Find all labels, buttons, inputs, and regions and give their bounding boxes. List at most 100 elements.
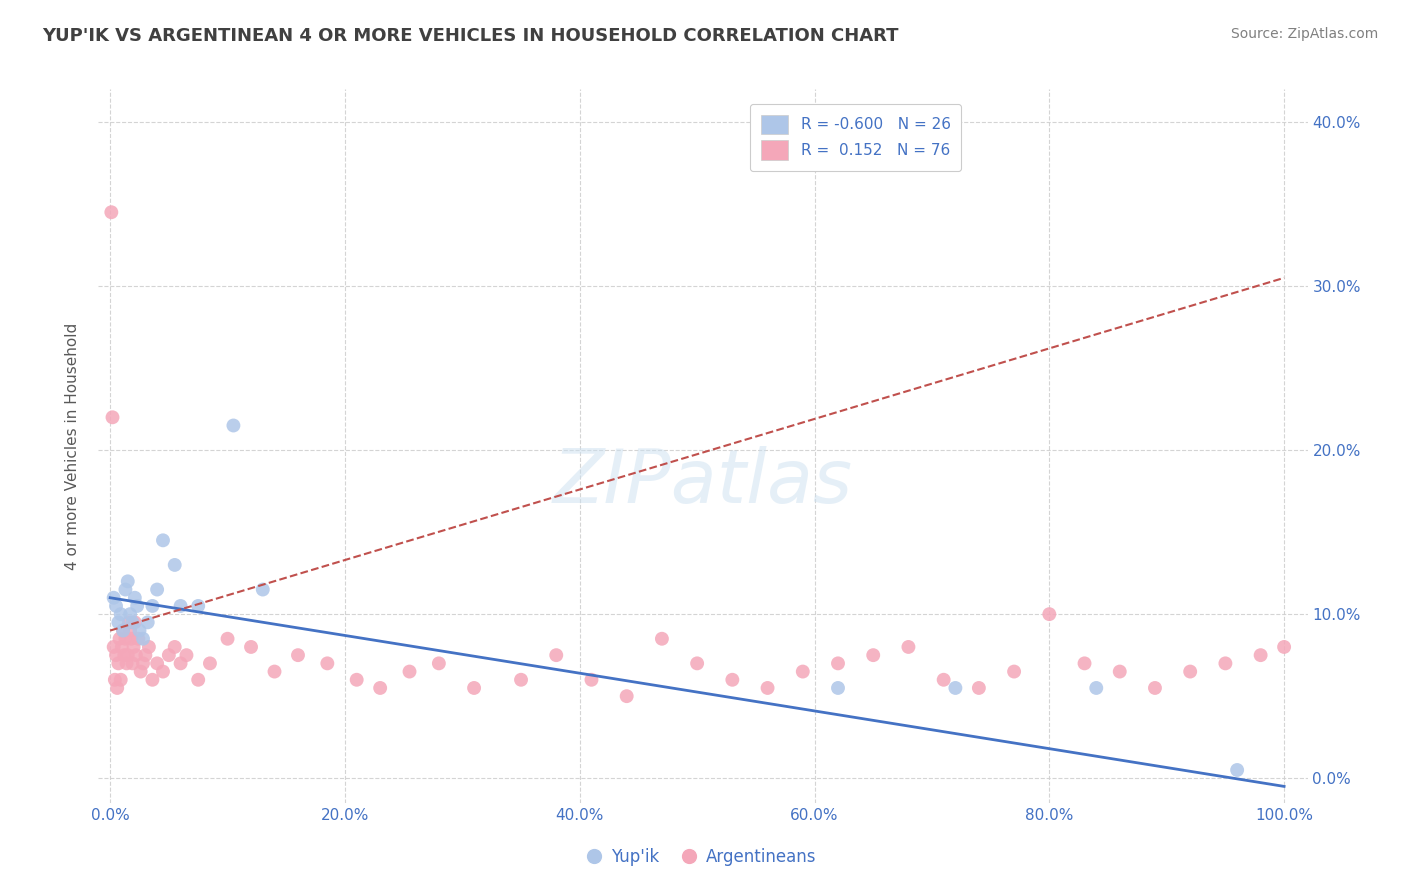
- Point: [121, 657, 143, 671]
- Point: [252, 582, 274, 597]
- Point: [792, 665, 814, 679]
- Point: [128, 624, 150, 638]
- Point: [152, 665, 174, 679]
- Point: [120, 607, 142, 622]
- Point: [105, 648, 128, 662]
- Point: [217, 632, 239, 646]
- Point: [124, 591, 146, 605]
- Point: [112, 648, 135, 662]
- Point: [827, 681, 849, 695]
- Point: [107, 657, 129, 671]
- Point: [686, 657, 709, 671]
- Point: [132, 632, 155, 646]
- Point: [146, 657, 169, 671]
- Point: [112, 624, 135, 638]
- Point: [222, 418, 245, 433]
- Point: [120, 632, 142, 646]
- Point: [112, 624, 135, 638]
- Legend: Yup'ik, Argentineans: Yup'ik, Argentineans: [583, 842, 823, 873]
- Point: [110, 607, 132, 622]
- Point: [117, 574, 139, 589]
- Point: [187, 599, 209, 613]
- Text: YUP'IK VS ARGENTINEAN 4 OR MORE VEHICLES IN HOUSEHOLD CORRELATION CHART: YUP'IK VS ARGENTINEAN 4 OR MORE VEHICLES…: [42, 27, 898, 45]
- Point: [152, 533, 174, 548]
- Point: [581, 673, 603, 687]
- Point: [117, 648, 139, 662]
- Point: [1085, 681, 1108, 695]
- Point: [510, 673, 533, 687]
- Point: [127, 599, 149, 613]
- Point: [198, 657, 221, 671]
- Point: [945, 681, 967, 695]
- Point: [134, 648, 156, 662]
- Point: [346, 673, 368, 687]
- Point: [932, 673, 955, 687]
- Text: Source: ZipAtlas.com: Source: ZipAtlas.com: [1230, 27, 1378, 41]
- Point: [114, 582, 136, 597]
- Point: [240, 640, 263, 654]
- Point: [138, 640, 160, 654]
- Point: [100, 205, 122, 219]
- Point: [1272, 640, 1295, 654]
- Point: [118, 615, 141, 630]
- Point: [721, 673, 744, 687]
- Point: [163, 558, 186, 572]
- Point: [1226, 763, 1249, 777]
- Point: [124, 615, 146, 630]
- Point: [141, 599, 163, 613]
- Point: [103, 591, 125, 605]
- Point: [1038, 607, 1060, 622]
- Point: [316, 657, 339, 671]
- Point: [110, 673, 132, 687]
- Point: [1143, 681, 1166, 695]
- Point: [1073, 657, 1095, 671]
- Point: [1180, 665, 1202, 679]
- Point: [263, 665, 285, 679]
- Point: [105, 681, 128, 695]
- Point: [1108, 665, 1130, 679]
- Point: [163, 640, 186, 654]
- Point: [546, 648, 568, 662]
- Point: [115, 657, 138, 671]
- Point: [141, 673, 163, 687]
- Point: [287, 648, 309, 662]
- Point: [169, 657, 191, 671]
- Point: [121, 615, 143, 630]
- Point: [157, 648, 180, 662]
- Point: [368, 681, 391, 695]
- Point: [463, 681, 485, 695]
- Point: [427, 657, 450, 671]
- Point: [129, 665, 152, 679]
- Text: ZIPatlas: ZIPatlas: [553, 446, 853, 517]
- Point: [651, 632, 673, 646]
- Point: [111, 640, 134, 654]
- Point: [616, 689, 638, 703]
- Point: [132, 657, 155, 671]
- Point: [105, 599, 128, 613]
- Y-axis label: 4 or more Vehicles in Household: 4 or more Vehicles in Household: [65, 322, 80, 570]
- Point: [169, 599, 191, 613]
- Point: [104, 673, 127, 687]
- Point: [1215, 657, 1237, 671]
- Point: [187, 673, 209, 687]
- Point: [107, 615, 129, 630]
- Point: [127, 632, 149, 646]
- Point: [146, 582, 169, 597]
- Point: [120, 624, 142, 638]
- Point: [122, 640, 145, 654]
- Point: [101, 410, 124, 425]
- Point: [1250, 648, 1272, 662]
- Point: [756, 681, 779, 695]
- Point: [176, 648, 198, 662]
- Point: [967, 681, 990, 695]
- Point: [897, 640, 920, 654]
- Point: [398, 665, 420, 679]
- Point: [103, 640, 125, 654]
- Point: [136, 615, 159, 630]
- Point: [1002, 665, 1025, 679]
- Point: [862, 648, 884, 662]
- Point: [108, 632, 131, 646]
- Point: [827, 657, 849, 671]
- Point: [125, 648, 148, 662]
- Point: [114, 632, 136, 646]
